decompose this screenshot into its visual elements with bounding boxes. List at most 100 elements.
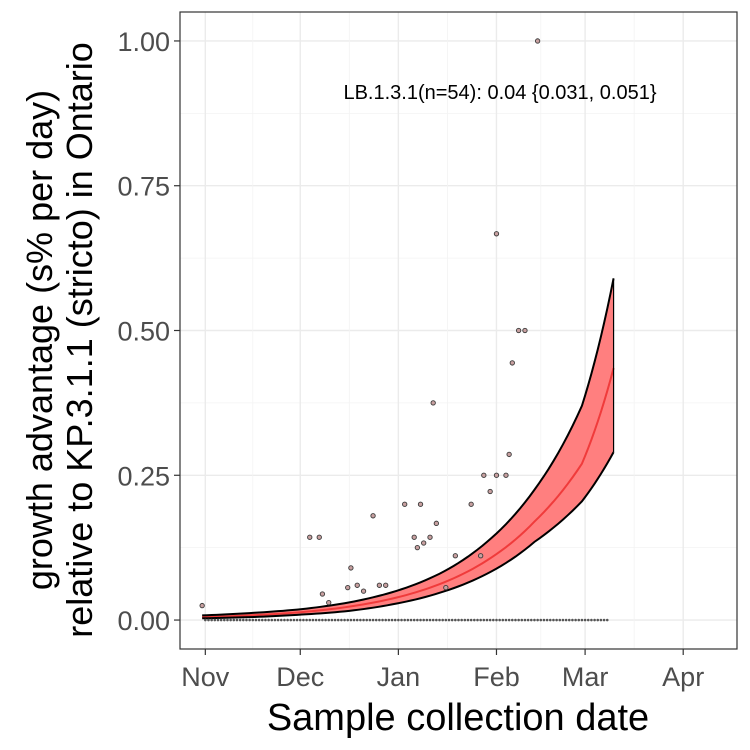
x-tick-label: Mar xyxy=(562,662,609,692)
data-point-zero xyxy=(504,618,508,622)
data-point-zero xyxy=(374,618,378,622)
data-point xyxy=(515,327,522,334)
data-point-zero xyxy=(289,618,293,622)
data-point xyxy=(199,602,205,609)
data-point-zero xyxy=(352,618,356,622)
data-point xyxy=(354,582,360,588)
data-point xyxy=(326,600,332,606)
data-point-zero xyxy=(492,618,495,622)
data-point-zero xyxy=(270,618,274,622)
data-point-zero xyxy=(564,618,568,622)
y-tick-label: 1.00 xyxy=(117,27,170,57)
data-point-zero xyxy=(283,618,286,622)
data-point-zero xyxy=(295,618,299,622)
data-point-zero xyxy=(552,618,555,622)
data-point xyxy=(534,38,541,44)
data-point-zero xyxy=(517,618,520,622)
data-point-zero xyxy=(305,618,308,622)
y-tick-label: 0.00 xyxy=(117,606,170,636)
data-point-zero xyxy=(536,618,539,622)
x-tick-label: Apr xyxy=(662,662,704,692)
data-point-zero xyxy=(317,618,321,622)
data-point xyxy=(307,534,313,540)
data-point-zero xyxy=(226,618,229,622)
data-point-zero xyxy=(473,618,476,622)
y-axis-title-line2: relative to KP.3.1.1 (stricto) in Ontari… xyxy=(59,42,100,638)
data-point-zero xyxy=(248,618,251,622)
data-point xyxy=(402,501,408,507)
data-point-zero xyxy=(387,618,391,622)
data-point xyxy=(433,520,439,526)
data-point xyxy=(414,545,421,551)
data-point-zero xyxy=(520,618,524,622)
data-point-zero xyxy=(406,618,410,622)
data-point-zero xyxy=(466,618,470,622)
data-point-zero xyxy=(511,618,514,622)
data-point-zero xyxy=(469,618,473,622)
data-point xyxy=(417,501,424,507)
data-point xyxy=(478,553,484,559)
data-point-zero xyxy=(251,618,255,622)
data-point-zero xyxy=(416,618,419,622)
data-point xyxy=(481,472,487,478)
data-point-zero xyxy=(463,618,467,622)
data-point-zero xyxy=(412,618,416,622)
data-point-zero xyxy=(450,618,454,622)
data-point-zero xyxy=(207,618,210,622)
data-point-zero xyxy=(488,618,492,622)
data-point-zero xyxy=(593,618,596,622)
data-point-zero xyxy=(229,618,232,622)
x-tick-label: Jan xyxy=(377,662,421,692)
data-point-zero xyxy=(425,618,429,622)
data-point-zero xyxy=(302,618,305,622)
chart-annotation: LB.1.3.1(n=54): 0.04 {0.031, 0.051} xyxy=(343,82,656,104)
data-point xyxy=(348,565,354,571)
data-point xyxy=(443,584,449,591)
x-tick-label: Nov xyxy=(181,662,230,692)
data-point xyxy=(383,582,389,588)
lower-bound-line xyxy=(202,451,615,620)
data-point-zero xyxy=(548,618,552,622)
data-point-zero xyxy=(371,618,375,622)
data-point-zero xyxy=(422,618,425,622)
data-point-zero xyxy=(431,618,435,622)
data-point xyxy=(427,534,433,540)
data-point-zero xyxy=(232,618,236,622)
data-point-zero xyxy=(355,618,359,622)
data-point-zero xyxy=(397,618,400,622)
data-point-zero xyxy=(577,618,581,622)
data-point xyxy=(468,501,474,507)
data-point-zero xyxy=(245,618,248,622)
data-point-zero xyxy=(590,618,593,622)
data-point-zero xyxy=(498,618,501,622)
data-point-zero xyxy=(384,618,388,622)
data-point-zero xyxy=(267,618,270,622)
data-point xyxy=(411,534,417,540)
data-point-zero xyxy=(381,618,384,622)
data-point xyxy=(487,488,493,495)
data-point-zero xyxy=(476,618,479,622)
data-point-zero xyxy=(213,618,217,622)
data-point-zero xyxy=(286,618,289,622)
data-point-zero xyxy=(460,618,463,622)
data-point-zero xyxy=(507,618,511,622)
data-point-zero xyxy=(403,618,406,622)
data-point-zero xyxy=(485,618,489,622)
data-point xyxy=(506,451,512,458)
data-point-zero xyxy=(441,618,444,622)
data-point xyxy=(316,534,322,540)
data-point-zero xyxy=(501,618,505,622)
data-point-zero xyxy=(400,618,403,622)
data-point-zero xyxy=(204,618,207,622)
data-point-zero xyxy=(223,618,226,622)
data-point xyxy=(370,513,376,519)
data-point-zero xyxy=(216,618,220,622)
data-point xyxy=(522,327,528,334)
data-point-zero xyxy=(264,618,267,622)
data-point-zero xyxy=(340,618,343,622)
data-point-zero xyxy=(257,618,261,622)
y-tick-label: 0.25 xyxy=(117,461,170,491)
data-point-zero xyxy=(321,618,324,622)
data-point-zero xyxy=(605,618,609,622)
